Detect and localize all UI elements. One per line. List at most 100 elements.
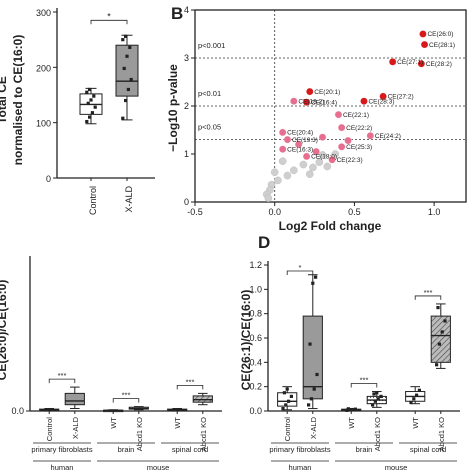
panel-a-box-0-point: [90, 111, 94, 115]
panel-d-significance-mark: ***: [360, 376, 369, 385]
panel-d-ytick-label: 0.8: [249, 309, 262, 319]
panel-d-box-2-point: [346, 407, 350, 411]
panel-d-box-3-point: [371, 403, 375, 407]
panel-label-b: B: [171, 4, 183, 23]
panel-b-point: [264, 194, 273, 202]
panel-d-significance-mark: *: [299, 263, 302, 272]
panel-d-significance-bracket: [350, 383, 378, 388]
panel-b-ytick-label: 0: [184, 197, 189, 207]
panel-a-box-1-point: [124, 34, 128, 38]
panel-d-box-0: [277, 386, 298, 411]
panel-d-box-3-point: [376, 397, 380, 401]
panel-d-box-chart: CE(26:1)/CE(16:0) 0.0 0.2 0.4 0.6 0.8 1.0 1.2 C…: [239, 260, 460, 472]
panel-d-box-3-point: [373, 399, 377, 403]
panel-c-category-label: Abcd1 KO: [135, 417, 144, 451]
panel-a-box-1-point: [122, 66, 126, 71]
panel-d-category-label: WT: [347, 417, 356, 429]
panel-d-box-1-point: [308, 342, 312, 346]
panel-d-box-4-point: [412, 397, 416, 401]
panel-b-point-label: CE(25:3): [346, 144, 372, 151]
panel-b-point: [328, 155, 336, 164]
panel-d-species-label: human: [289, 463, 312, 472]
panel-d-box-5-point: [443, 319, 447, 323]
panel-b-point: [344, 136, 352, 145]
panel-b-point: [274, 176, 282, 185]
panel-d-box-1-point: [312, 387, 316, 391]
panel-d-group-label: brain: [356, 445, 373, 454]
panel-a-box-1-point: [128, 45, 132, 50]
panel-a-box-1-box: [115, 44, 139, 97]
panel-d-box-4-point: [409, 400, 413, 405]
panel-b-ytick-label: 3: [184, 53, 189, 63]
panel-b-point-label: CE(20:1): [314, 89, 340, 96]
panel-a-ytick-label: 100: [36, 119, 51, 129]
panel-a-ylabel-1: Total CE: [0, 76, 9, 124]
panel-b-ytick-label: 2: [184, 101, 189, 111]
panel-d-box-5-point: [435, 363, 439, 367]
panel-b-point-label: CE(26:0): [427, 31, 453, 38]
panel-b-point: [388, 58, 397, 66]
panel-d-box-2: [341, 407, 362, 412]
panel-d-box-4: [405, 386, 426, 405]
panel-b-point: [360, 97, 368, 105]
panel-d-box-5: [430, 303, 451, 369]
panel-d-category-label: Abcd1 KO: [373, 417, 382, 451]
panel-d-box-1-point: [314, 275, 318, 279]
panel-c-species-label: human: [51, 463, 74, 472]
panel-d-box-1-point: [315, 372, 319, 377]
panel-a-box-0-point: [88, 87, 92, 92]
panel-c-box-0: [39, 407, 60, 412]
panel-d-box-3: [366, 391, 387, 408]
panel-b-point: [331, 150, 340, 158]
panel-a-ytick-label: 0: [46, 174, 51, 184]
panel-d-box-1: [302, 274, 323, 410]
panel-b-point: [420, 40, 429, 49]
panel-b-point: [337, 123, 346, 132]
panel-b-point-label: CE(18:2): [298, 98, 324, 105]
panel-d-box-5-box: [430, 315, 451, 363]
panel-c-category-label: Control: [45, 417, 54, 442]
panel-b-point: [419, 30, 427, 38]
panel-c-group-label: brain: [118, 445, 135, 454]
panel-b-point: [315, 158, 324, 166]
panel-c-significance-mark: ***: [186, 377, 195, 386]
panel-b-point: [278, 128, 287, 137]
panel-b-point: [305, 87, 314, 96]
panel-c-significance-bracket: [112, 398, 140, 403]
panel-d-significance-bracket: [414, 295, 442, 300]
panel-d-ytick-label: 0.2: [249, 382, 262, 392]
panel-b-point-label: CE(22:2): [346, 125, 372, 132]
panel-d-box-3-point: [372, 392, 376, 396]
panel-c-category-label: Abcd1 KO: [199, 417, 208, 451]
panel-d-box-3-point: [379, 394, 383, 398]
panel-b-point: [270, 168, 279, 177]
panel-c-group-label: spinal cord: [172, 445, 208, 454]
panel-d-ytick-label: 0.6: [249, 333, 262, 343]
panel-c-category-label: WT: [109, 417, 118, 429]
panel-c-significance-mark: ***: [122, 391, 131, 400]
panel-a-box-0-point: [93, 105, 97, 109]
panel-a-box-0: [79, 87, 103, 125]
panel-b-point: [366, 131, 375, 140]
panel-d-box-2-point: [353, 407, 357, 411]
panel-b-point-label: CE(16:4): [311, 99, 337, 106]
panel-a-box-1-point: [124, 98, 128, 103]
panel-d-ylabel: CE(26:1)/CE(16:0): [239, 290, 253, 391]
panel-c-category-label: WT: [173, 417, 182, 429]
panel-b-point: [305, 170, 314, 178]
panel-c-category-label: X-ALD: [71, 416, 80, 439]
panel-b-threshold-label: p<0.001: [198, 41, 225, 50]
panel-b-point: [278, 145, 287, 153]
panel-b-ytick-label: 4: [184, 5, 189, 15]
panel-d-group-label: spinal cord: [410, 445, 446, 454]
panel-b-point-label: CE(28:1): [429, 42, 455, 49]
panel-b-point-label: CE(28:3): [368, 98, 394, 105]
panel-c-box-1: [64, 386, 85, 409]
panel-d-box-1-point: [307, 403, 311, 407]
panel-a-significance-bracket: [90, 19, 128, 25]
panel-b-point: [290, 166, 298, 175]
panel-d-ytick-label: 1.0: [249, 284, 262, 294]
panel-d-box-0-point: [287, 399, 291, 403]
panel-d-box-5-point: [437, 342, 441, 346]
panel-a-box-0-point: [86, 101, 90, 105]
